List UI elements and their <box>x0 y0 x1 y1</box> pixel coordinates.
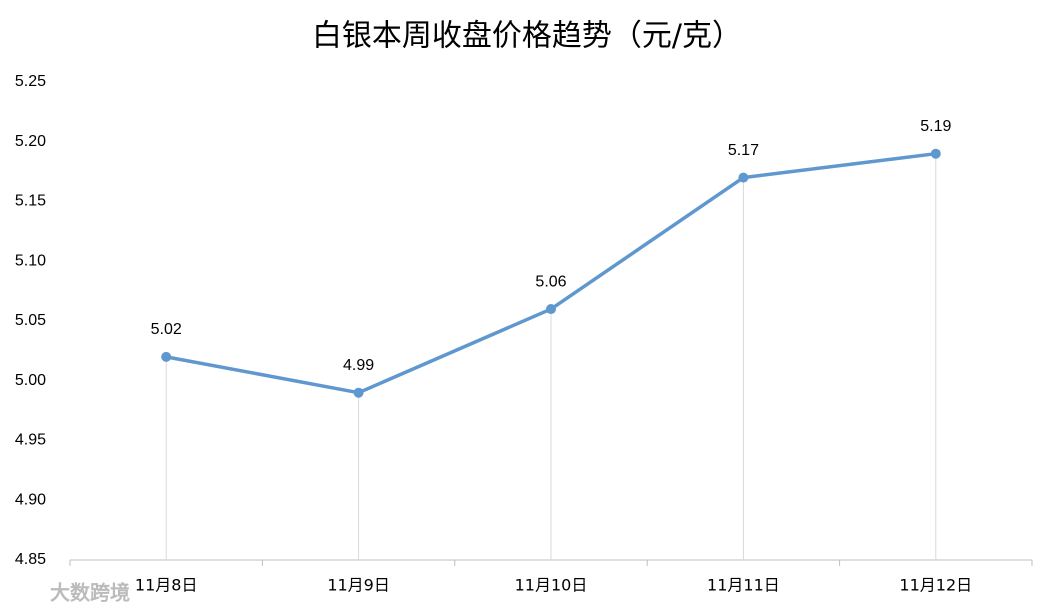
point <box>161 351 172 362</box>
y-tick-label: 4.90 <box>15 491 46 508</box>
chart-title: 白银本周收盘价格趋势（元/克） <box>312 19 742 54</box>
y-tick-label: 5.00 <box>15 372 46 389</box>
x-tick-label: 11月12日 <box>899 576 972 595</box>
data-label: 4.99 <box>343 357 374 374</box>
point <box>546 304 556 315</box>
point <box>738 172 749 183</box>
data-label: 5.17 <box>728 142 759 159</box>
x-tick-label: 11月10日 <box>515 576 588 595</box>
data-label: 5.19 <box>920 118 951 135</box>
x-tick-label: 11月11日 <box>707 576 780 595</box>
watermark: 大数跨境 <box>50 581 130 605</box>
y-tick-label: 4.95 <box>15 432 46 449</box>
y-tick-label: 5.15 <box>15 193 46 210</box>
point <box>353 387 364 398</box>
y-tick-label: 5.25 <box>15 73 46 90</box>
data-label: 5.02 <box>151 321 182 338</box>
y-tick-label: 5.20 <box>15 133 46 150</box>
y-tick-label: 5.10 <box>15 252 46 269</box>
x-tick-label: 11月8日 <box>135 576 198 595</box>
y-tick-label: 5.05 <box>15 312 46 329</box>
x-tick-label: 11月9日 <box>327 576 390 595</box>
data-label: 5.06 <box>535 273 566 290</box>
point <box>930 148 941 159</box>
y-tick-label: 4.85 <box>15 551 46 568</box>
